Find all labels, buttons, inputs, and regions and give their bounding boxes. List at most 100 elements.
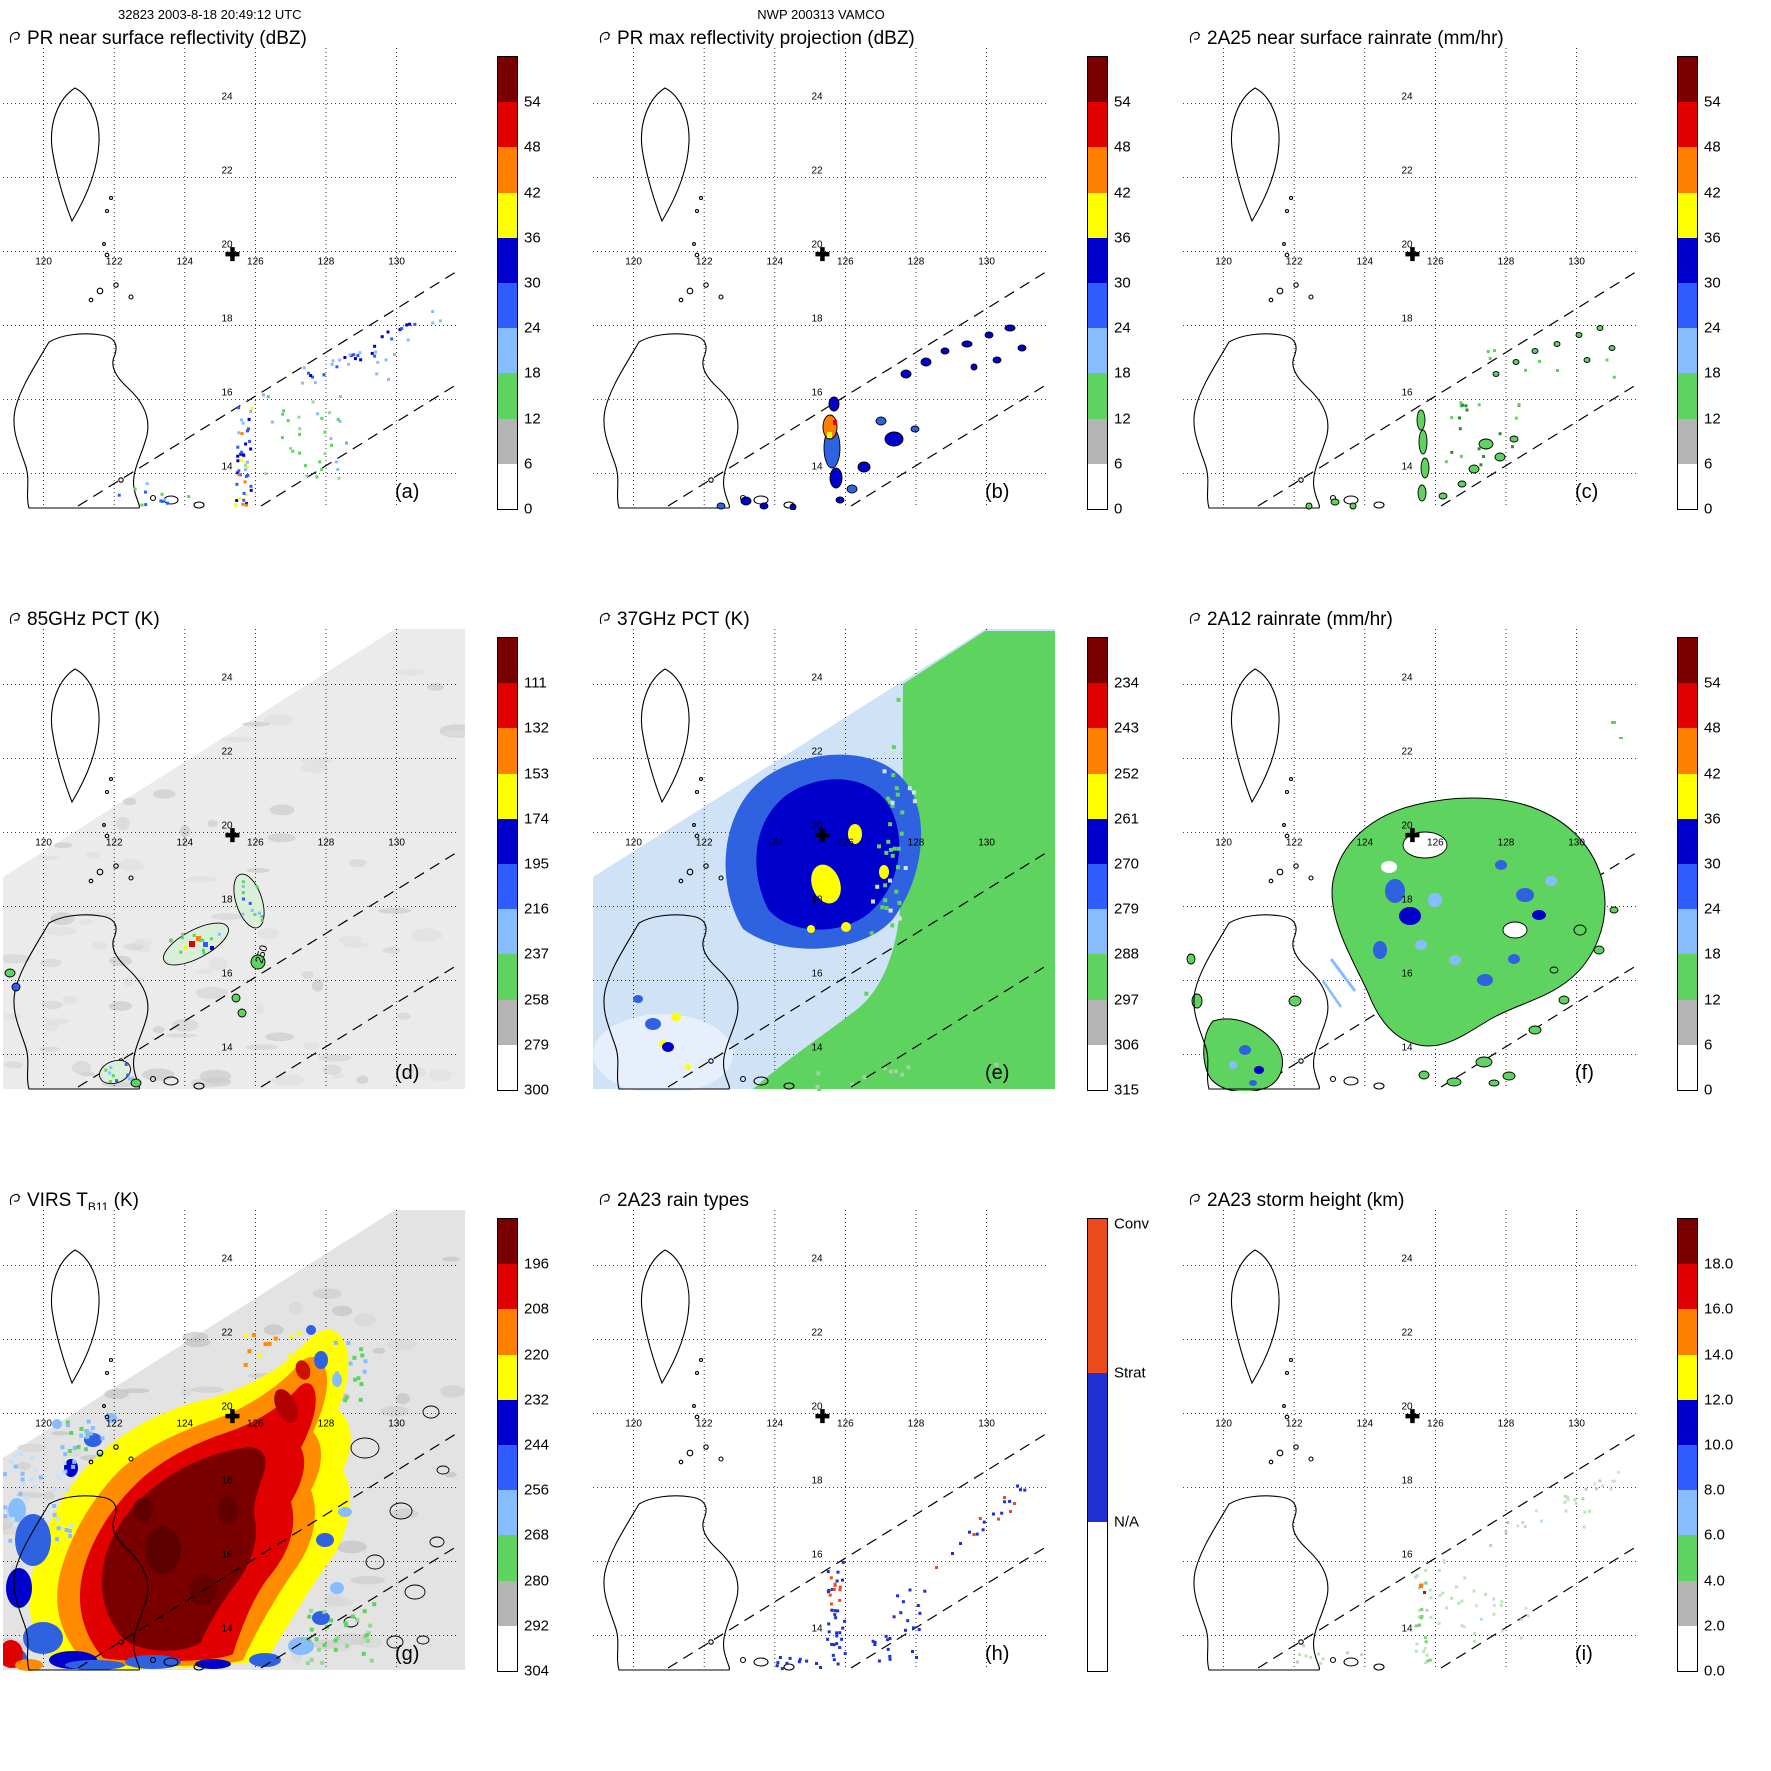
lat-tick-label: 22 xyxy=(1401,747,1413,758)
colorbar-tick-label: 36 xyxy=(524,229,541,247)
colorbar-tick-label: 315 xyxy=(1114,1081,1140,1099)
lon-tick-label: 120 xyxy=(1215,1419,1232,1430)
coastlines xyxy=(1193,668,1385,1090)
colorbar-tick-label: 18 xyxy=(524,364,541,382)
colorbar-segment xyxy=(498,954,517,1000)
colorbar-tick-label: 54 xyxy=(1704,674,1721,692)
colorbar-segment xyxy=(1678,1309,1697,1355)
lon-tick-label: 128 xyxy=(318,1419,335,1430)
colorbar-tick-label: 261 xyxy=(1114,810,1140,828)
colorbar-segment xyxy=(1088,57,1107,103)
colorbar-segment xyxy=(1678,1264,1697,1310)
lat-tick-label: 18 xyxy=(811,1476,823,1487)
colorbar-tick-label: 48 xyxy=(1704,719,1721,737)
colorbar-segment xyxy=(498,147,517,193)
lat-tick-label: 18 xyxy=(221,1476,233,1487)
lon-tick-label: 130 xyxy=(1568,838,1585,849)
coastlines xyxy=(603,668,795,1090)
colorbar-tick-label: 234 xyxy=(1114,674,1140,692)
storm-center-marker xyxy=(815,1409,830,1424)
panel-title: PR max reflectivity projection (dBZ) xyxy=(598,28,915,52)
colorbar: 54 48 42 36 30 24 18 12 6 0 xyxy=(1087,56,1131,518)
swath-edge-lines xyxy=(1257,1431,1640,1669)
lat-tick-label: 16 xyxy=(221,969,233,980)
lon-tick-label: 130 xyxy=(1568,1419,1585,1430)
lat-tick-label: 20 xyxy=(811,821,823,832)
coastline-luzon xyxy=(13,1495,149,1671)
colorbar-tick-label: 2.0 xyxy=(1704,1617,1725,1635)
colorbar-tick-label: 300 xyxy=(524,1081,550,1099)
coastline-taiwan xyxy=(50,1249,100,1385)
colorbar-segment xyxy=(498,237,517,283)
colorbar-segment xyxy=(1678,818,1697,864)
small-islands xyxy=(678,776,795,1090)
colorbar-segment xyxy=(1678,999,1697,1045)
map-canvas: 120 122 124 126 128 130 24 22 20 18 16 14 (h) xyxy=(593,1210,1055,1672)
colorbar-segment xyxy=(498,192,517,238)
colorbar-tick-label: 48 xyxy=(524,138,541,156)
colorbar-segment xyxy=(1088,463,1107,509)
colorbar-tick-label: 0 xyxy=(1704,1081,1713,1099)
fiducial-icon xyxy=(1188,30,1202,52)
grid-lines xyxy=(1183,1210,1639,1670)
lat-tick-label: 14 xyxy=(221,1043,233,1054)
coastlines xyxy=(13,1249,205,1671)
lat-tick-label: 24 xyxy=(811,673,823,684)
colorbar-segment xyxy=(1088,773,1107,819)
small-islands xyxy=(88,1357,205,1671)
colorbar-segment xyxy=(498,1444,517,1491)
rain-field xyxy=(1186,721,1623,1091)
fiducial-icon xyxy=(1188,1192,1202,1214)
lat-tick-label: 20 xyxy=(1401,1402,1413,1413)
colorbar-segment xyxy=(1678,192,1697,238)
colorbar-segment xyxy=(1088,1219,1107,1373)
panel-f: 2A12 rainrate (mm/hr) 120 122 124 126 128 130… xyxy=(1180,607,1770,1188)
colorbar: 111 132 153 174 195 216 237 258 279 300 xyxy=(497,637,549,1099)
panel-c: 2A25 near surface rainrate (mm/hr) 120 12… xyxy=(1180,26,1770,607)
lon-tick-label: 126 xyxy=(1427,838,1444,849)
map-canvas: 120 122 124 126 128 130 24 22 20 18 16 14 (b) xyxy=(593,48,1055,510)
map-canvas: 120 122 124 126 128 130 24 22 20 18 16 14 (f) xyxy=(1183,629,1645,1091)
colorbar-segment xyxy=(1678,1535,1697,1581)
lat-tick-label: 14 xyxy=(811,1624,823,1635)
lon-tick-label: 130 xyxy=(978,838,995,849)
tick-labels: 120 122 124 126 128 130 24 22 20 18 16 14 xyxy=(1215,1254,1585,1635)
colorbar-segment xyxy=(1678,102,1697,148)
coastline-luzon xyxy=(1193,333,1329,509)
colorbar-tick-label: 14.0 xyxy=(1704,1346,1734,1364)
tick-labels: 120 122 124 126 128 130 24 22 20 18 16 14 xyxy=(35,1254,405,1635)
lat-tick-label: 18 xyxy=(221,895,233,906)
lat-tick-label: 14 xyxy=(1401,462,1413,473)
lon-tick-label: 126 xyxy=(247,838,264,849)
colorbar-segment xyxy=(498,1354,517,1400)
tick-labels: 120 122 124 126 128 130 24 22 20 18 16 14 xyxy=(35,92,405,473)
colorbar-tick-label: 42 xyxy=(1114,184,1131,202)
colorbar-tick-label: 174 xyxy=(524,810,550,828)
colorbar-segment xyxy=(498,57,517,103)
tick-labels: 120 122 124 126 128 130 24 22 20 18 16 14 xyxy=(1215,673,1585,1054)
colorbar-tick-label: 36 xyxy=(1704,229,1721,247)
colorbar-tick-label: 270 xyxy=(1114,855,1140,873)
colorbar-segment xyxy=(498,999,517,1045)
storm-center-marker xyxy=(1405,247,1420,262)
colorbar-segment xyxy=(1678,1580,1697,1626)
fiducial-icon xyxy=(8,1192,22,1214)
colorbar: 18.0 16.0 14.0 12.0 10.0 8.0 6.0 4.0 2.0 0.0 xyxy=(1677,1218,1733,1680)
lat-tick-label: 14 xyxy=(1401,1624,1413,1635)
colorbar-tick-label: 12.0 xyxy=(1704,1391,1734,1409)
colorbar-segment xyxy=(1678,147,1697,193)
colorbar-segment xyxy=(1678,1044,1697,1090)
lat-tick-label: 24 xyxy=(221,673,233,684)
colorbar-segment xyxy=(1088,954,1107,1000)
panel-letter: (b) xyxy=(985,481,1009,503)
colorbar-segment xyxy=(498,818,517,864)
lon-tick-label: 120 xyxy=(35,838,52,849)
lat-tick-label: 14 xyxy=(811,1043,823,1054)
panel-title-text: 85GHz PCT (K) xyxy=(27,609,160,630)
map-background xyxy=(593,48,1055,510)
colorbar-segment xyxy=(498,638,517,684)
data-pixels xyxy=(117,310,442,507)
colorbar-segment xyxy=(1088,638,1107,684)
colorbar-tick-label: 288 xyxy=(1114,945,1140,963)
lon-tick-label: 120 xyxy=(35,257,52,268)
